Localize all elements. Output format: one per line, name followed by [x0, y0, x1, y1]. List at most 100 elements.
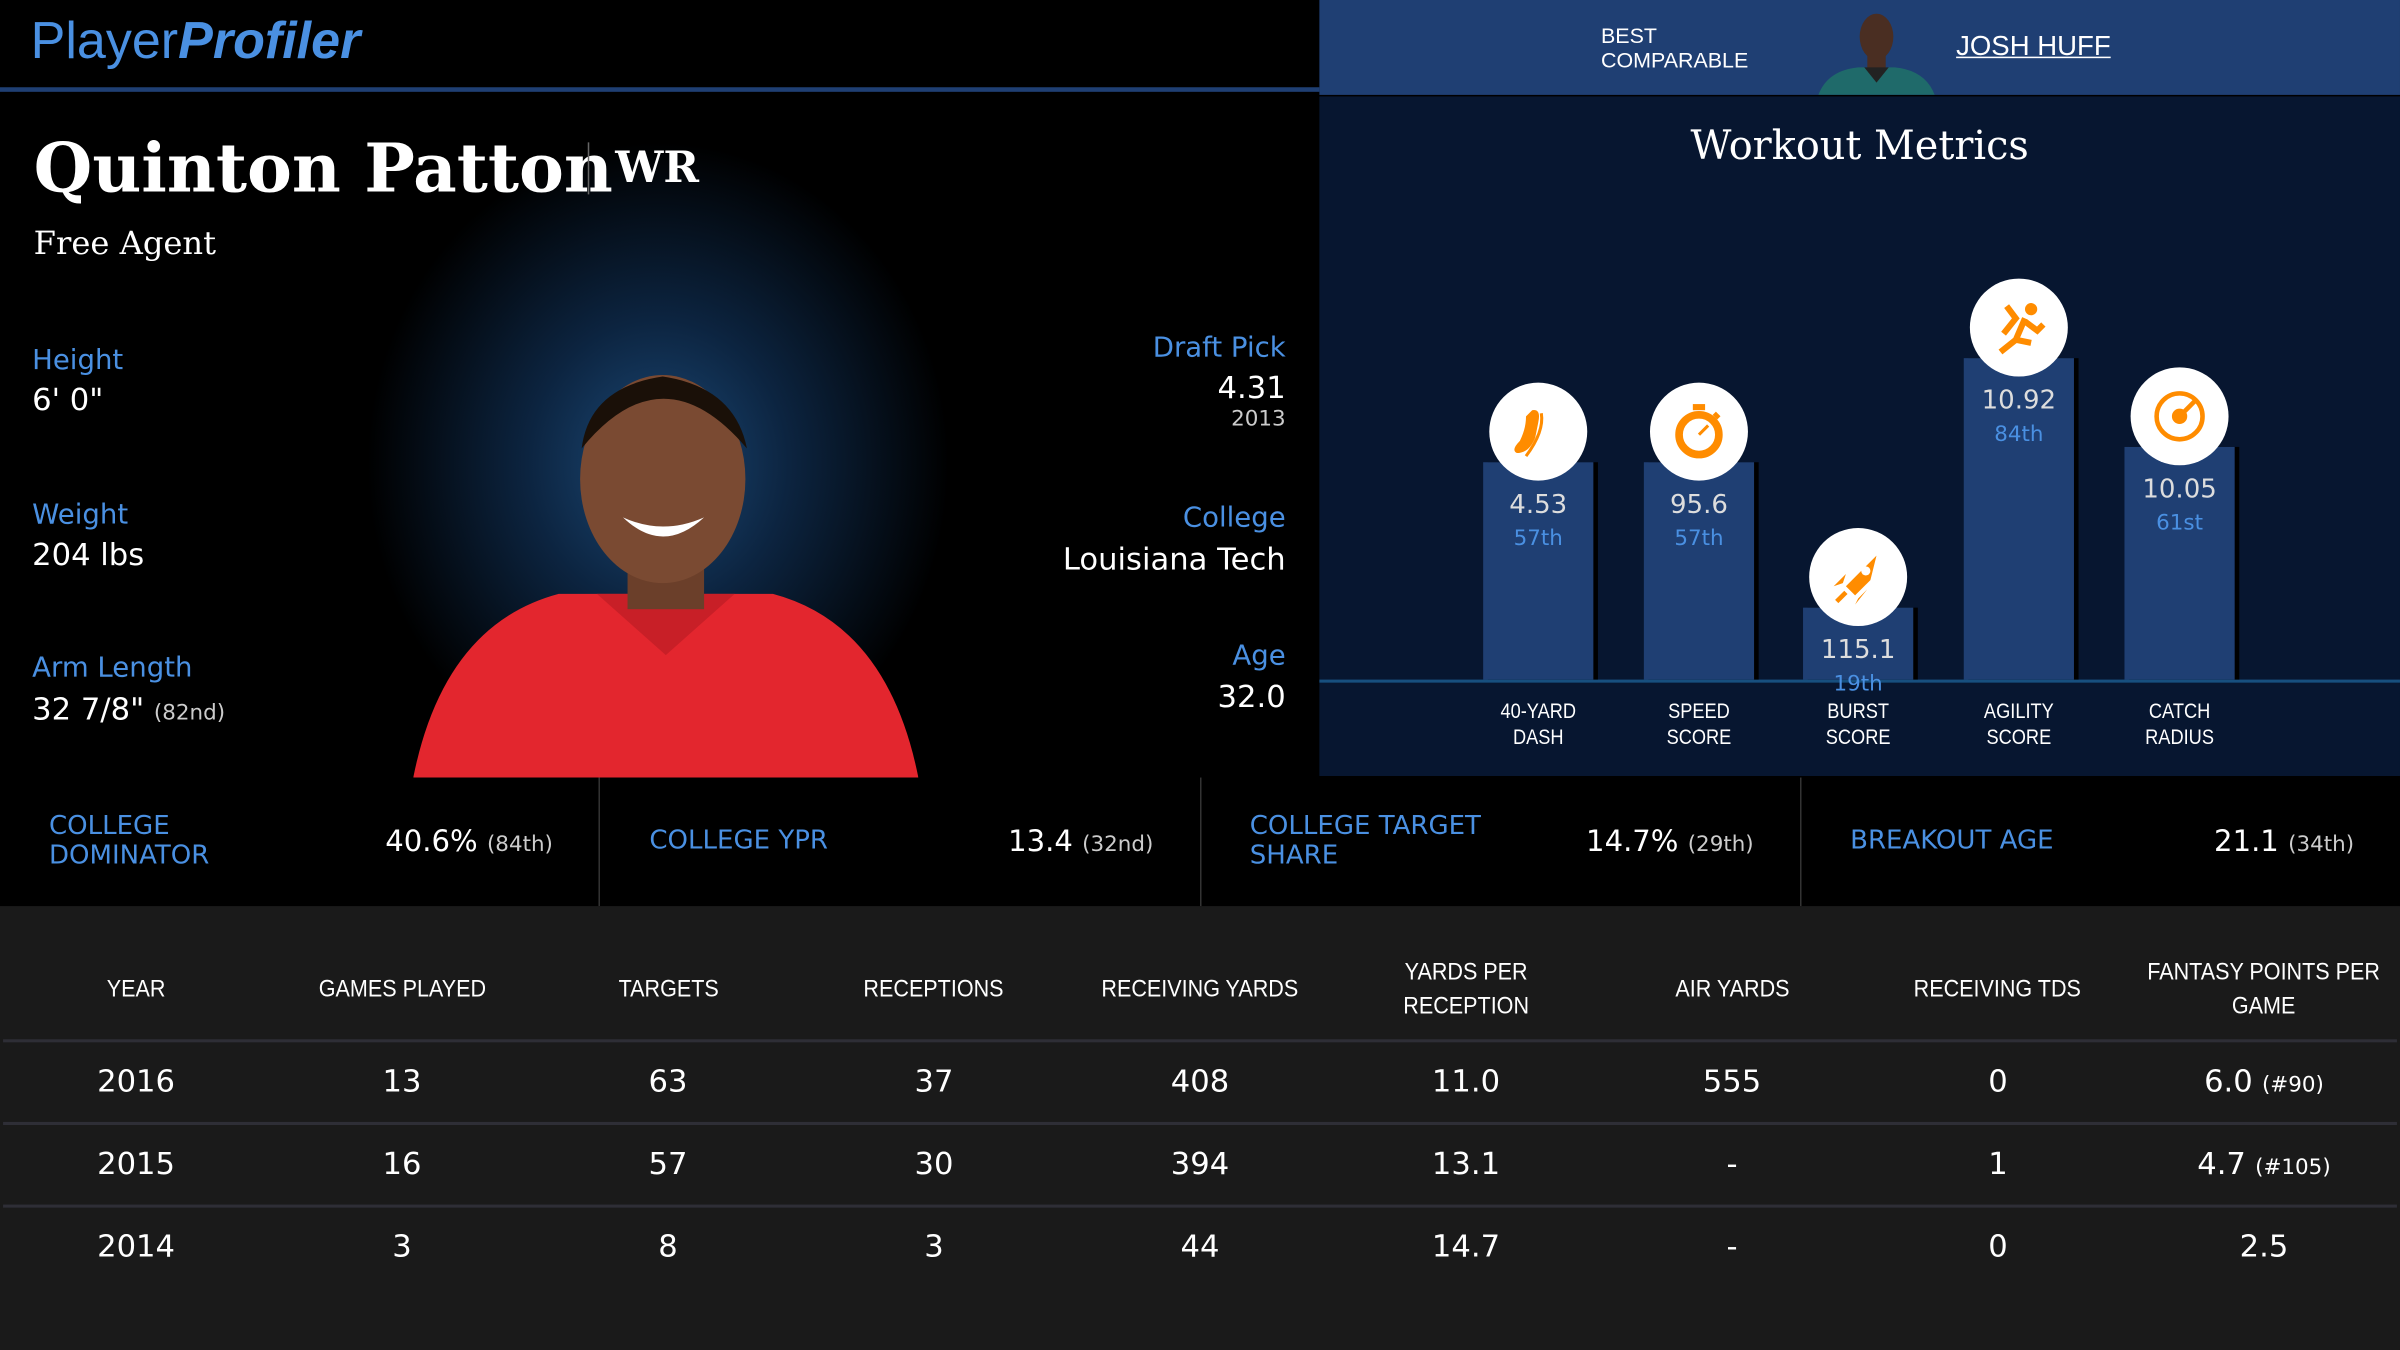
table-cell: 11.0 [1431, 1062, 1501, 1099]
draft-pick-label: Draft Pick [1152, 332, 1286, 365]
logo-text-bold: Profiler [178, 12, 361, 71]
column-header[interactable]: RECEIVING YARDS [1101, 976, 1299, 1003]
metric-label: SPEED SCORE [1666, 697, 1732, 749]
metric-percentile: 57th [1674, 525, 1724, 551]
table-cell: 0 [1988, 1062, 2008, 1099]
player-name: Quinton Patton [33, 130, 613, 209]
divider [3, 1204, 2397, 1208]
runner-icon [1969, 278, 2068, 377]
metric-percentile: 19th [1833, 671, 1883, 696]
arm-length-label: Arm Length [32, 652, 193, 685]
table-cell: - [1726, 1227, 1738, 1265]
best-comparable-label: BEST COMPARABLE [1601, 22, 1749, 72]
column-header[interactable]: YEAR [106, 976, 166, 1003]
college-stat-label: COLLEGE YPR [649, 825, 828, 857]
metric-value: 95.6 [1669, 489, 1728, 520]
height-label: Height [32, 344, 124, 377]
table-cell: 30 [914, 1144, 954, 1182]
divider [3, 1121, 2397, 1125]
table-cell: 394 [1170, 1144, 1230, 1182]
workout-bar-catch-radius: 10.05 61st [2124, 366, 2235, 680]
column-header[interactable]: GAMES PLAYED [318, 976, 486, 1003]
workout-bar-burst-score: 115.1 19th [1803, 527, 1914, 696]
college-stat-value: 14.7% (29th) [1586, 824, 1754, 859]
college-stat-cell: BREAKOUT AGE 21.1 (34th) [1801, 778, 2400, 907]
divider [3, 1039, 2397, 1043]
metric-percentile: 57th [1513, 525, 1563, 551]
college-stat-value: 13.4 (32nd) [1008, 824, 1154, 859]
table-cell: 2014 [97, 1227, 176, 1265]
workout-metrics-panel: Workout Metrics 4.53 57th 40-YARD DASH 95.6 5… [1319, 96, 2400, 777]
target-icon [2130, 366, 2229, 465]
arm-length-value: 32 7/8" (82nd) [32, 690, 226, 728]
table-cell: 37 [914, 1062, 954, 1099]
college-stat-label: COLLEGE TARGET SHARE [1249, 811, 1481, 871]
table-cell: 44 [1180, 1227, 1220, 1265]
logo-text: Player [30, 12, 179, 71]
table-row: 2014 3 8 3 44 14.7 - 0 2.5 [3, 1228, 2397, 1265]
metric-label: BURST SCORE [1825, 697, 1891, 749]
college-label: College [1182, 502, 1286, 535]
weight-value: 204 lbs [32, 535, 145, 573]
age-label: Age [1232, 639, 1286, 672]
column-header[interactable]: FANTASY POINTS PER GAME [2147, 959, 2381, 1020]
logo[interactable]: PlayerProfiler [31, 12, 361, 72]
height-value: 6' 0" [32, 381, 104, 418]
college-stat-value: 40.6% (84th) [385, 824, 553, 859]
metric-label: CATCH RADIUS [2145, 697, 2214, 749]
table-cell: 63 [648, 1062, 688, 1099]
college-stat-cell: COLLEGE TARGET SHARE 14.7% (29th) [1201, 777, 1802, 907]
stopwatch-icon [1649, 381, 1748, 480]
table-cell: 3 [392, 1227, 412, 1265]
player-position: WR [615, 142, 700, 193]
table-cell: 13 [382, 1062, 422, 1099]
table-cell: 4.7 (#105) [2197, 1144, 2331, 1182]
draft-pick-value: 4.31 [1217, 368, 1286, 406]
metric-percentile: 84th [1994, 422, 2044, 447]
metric-value: 10.05 [2142, 473, 2217, 505]
table-cell: 408 [1170, 1062, 1230, 1099]
table-cell: 57 [648, 1144, 688, 1182]
table-header-row: YEAR GAMES PLAYED TARGETS RECEPTIONS RECEIVI… [3, 955, 2397, 1025]
table-cell: 555 [1702, 1062, 1762, 1099]
column-header[interactable]: AIR YARDS [1674, 976, 1790, 1003]
season-stats-table: YEAR GAMES PLAYED TARGETS RECEPTIONS RECEIVI… [0, 906, 2400, 1350]
weight-label: Weight [32, 498, 129, 532]
column-header[interactable]: YARDS PER RECEPTION [1403, 959, 1529, 1020]
table-cell: 13.1 [1431, 1144, 1501, 1182]
shoe-icon [1489, 381, 1588, 480]
college-stat-cell: COLLEGE DOMINATOR 40.6% (84th) [0, 777, 601, 907]
metric-label: AGILITY SCORE [1983, 697, 2054, 749]
table-cell: 0 [1988, 1227, 2008, 1265]
column-header[interactable]: TARGETS [617, 976, 719, 1003]
table-cell: 6.0 (#90) [2204, 1062, 2324, 1099]
college-value: Louisiana Tech [1062, 540, 1286, 578]
player-bio-panel: Quinton Patton WR Free Agent Height 6' 0… [0, 96, 1320, 778]
metric-percentile: 61st [2156, 510, 2203, 535]
player-photo [413, 364, 919, 783]
column-header[interactable]: RECEPTIONS [863, 976, 1005, 1003]
column-header[interactable]: RECEIVING TDS [1914, 976, 2082, 1003]
table-cell: 14.7 [1431, 1227, 1501, 1265]
comparable-player-photo [1812, 6, 1941, 95]
workout-bar-40-yard-dash: 4.53 57th [1483, 381, 1594, 680]
chart-baseline [1319, 679, 2400, 683]
table-cell: 2015 [97, 1144, 176, 1182]
table-row: 2015 16 57 30 394 13.1 - 1 4.7 (#105) [3, 1145, 2397, 1182]
table-cell: 2.5 [2239, 1227, 2289, 1265]
header-left: PlayerProfiler [0, 0, 1320, 92]
workout-bar-agility-score: 10.92 84th [1963, 278, 2074, 680]
rocket-icon [1809, 527, 1908, 626]
college-stat-value: 21.1 (34th) [2214, 824, 2355, 859]
metric-value: 10.92 [1981, 385, 2057, 417]
workout-metrics-title: Workout Metrics [1690, 123, 2029, 170]
college-stat-cell: COLLEGE YPR 13.4 (32nd) [600, 777, 1201, 907]
college-stats-strip: COLLEGE DOMINATOR 40.6% (84th) COLLEGE YPR… [0, 777, 2400, 907]
table-cell: 8 [658, 1227, 678, 1265]
table-cell: 16 [382, 1144, 422, 1182]
best-comparable-bar: BEST COMPARABLE JOSH HUFF [1319, 0, 2400, 95]
metric-value: 115.1 [1820, 634, 1896, 666]
comparable-player-link[interactable]: JOSH HUFF [1956, 30, 2111, 62]
age-value: 32.0 [1217, 678, 1286, 715]
